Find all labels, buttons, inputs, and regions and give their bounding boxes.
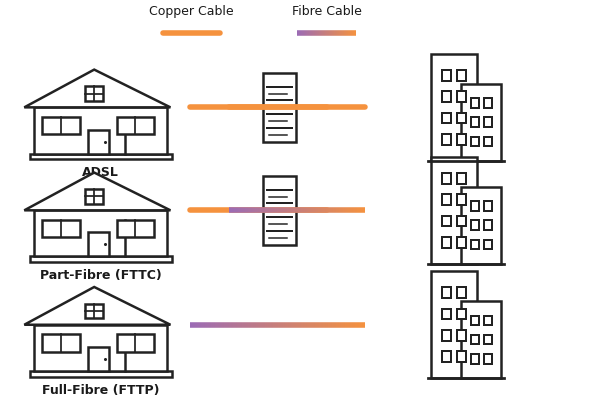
Bar bbox=[88, 232, 109, 256]
Bar bbox=[442, 309, 451, 320]
Bar bbox=[42, 334, 80, 352]
Text: Full-Fibre (FTTP): Full-Fibre (FTTP) bbox=[42, 384, 160, 397]
Bar bbox=[484, 98, 492, 108]
Bar bbox=[34, 210, 167, 256]
Polygon shape bbox=[24, 70, 170, 107]
Bar bbox=[431, 54, 477, 161]
Bar bbox=[42, 220, 80, 237]
Bar bbox=[470, 98, 479, 108]
Bar bbox=[442, 287, 451, 298]
Bar bbox=[30, 256, 172, 262]
Bar bbox=[442, 173, 451, 184]
Bar bbox=[457, 330, 466, 341]
Bar bbox=[470, 137, 479, 146]
Bar bbox=[484, 137, 492, 146]
Bar bbox=[470, 354, 479, 364]
Bar bbox=[442, 134, 451, 145]
Bar bbox=[484, 118, 492, 127]
Bar bbox=[34, 325, 167, 371]
Bar bbox=[461, 187, 501, 264]
Bar bbox=[442, 216, 451, 226]
Bar bbox=[431, 271, 477, 378]
Bar bbox=[88, 347, 109, 371]
Bar bbox=[457, 309, 466, 320]
Bar bbox=[457, 237, 466, 248]
Bar bbox=[42, 116, 80, 134]
Bar bbox=[85, 86, 103, 101]
Bar bbox=[457, 352, 466, 362]
Bar bbox=[117, 334, 154, 352]
Bar bbox=[263, 176, 296, 245]
Bar bbox=[470, 118, 479, 127]
Polygon shape bbox=[24, 287, 170, 325]
Bar bbox=[457, 216, 466, 226]
Bar bbox=[484, 240, 492, 249]
Bar bbox=[88, 130, 109, 154]
Bar bbox=[484, 335, 492, 344]
Bar bbox=[470, 240, 479, 249]
Polygon shape bbox=[24, 172, 170, 210]
Bar bbox=[457, 70, 466, 81]
Text: Part-Fibre (FTTC): Part-Fibre (FTTC) bbox=[40, 270, 162, 282]
Text: ADSL: ADSL bbox=[82, 166, 119, 180]
Bar bbox=[85, 189, 103, 204]
Bar bbox=[431, 157, 477, 264]
Bar bbox=[442, 113, 451, 123]
Bar bbox=[442, 91, 451, 102]
Bar bbox=[470, 316, 479, 325]
Bar bbox=[470, 201, 479, 211]
Bar bbox=[484, 354, 492, 364]
Bar bbox=[457, 113, 466, 123]
Bar bbox=[442, 352, 451, 362]
Bar bbox=[442, 194, 451, 205]
Bar bbox=[30, 371, 172, 377]
Bar bbox=[442, 237, 451, 248]
Bar bbox=[470, 335, 479, 344]
Bar bbox=[117, 116, 154, 134]
Bar bbox=[34, 107, 167, 154]
Bar bbox=[442, 330, 451, 341]
Bar bbox=[30, 154, 172, 159]
Bar bbox=[461, 84, 501, 161]
Text: Fibre Cable: Fibre Cable bbox=[292, 6, 362, 18]
Bar bbox=[457, 287, 466, 298]
Bar bbox=[442, 70, 451, 81]
Bar bbox=[461, 301, 501, 378]
Bar bbox=[484, 201, 492, 211]
Bar bbox=[117, 220, 154, 237]
Bar bbox=[470, 220, 479, 230]
Text: Copper Cable: Copper Cable bbox=[149, 6, 234, 18]
Bar bbox=[484, 220, 492, 230]
Bar bbox=[85, 304, 103, 318]
Bar bbox=[457, 194, 466, 205]
Bar bbox=[457, 134, 466, 145]
Bar bbox=[457, 173, 466, 184]
Bar bbox=[263, 73, 296, 142]
Bar bbox=[484, 316, 492, 325]
Bar bbox=[457, 91, 466, 102]
